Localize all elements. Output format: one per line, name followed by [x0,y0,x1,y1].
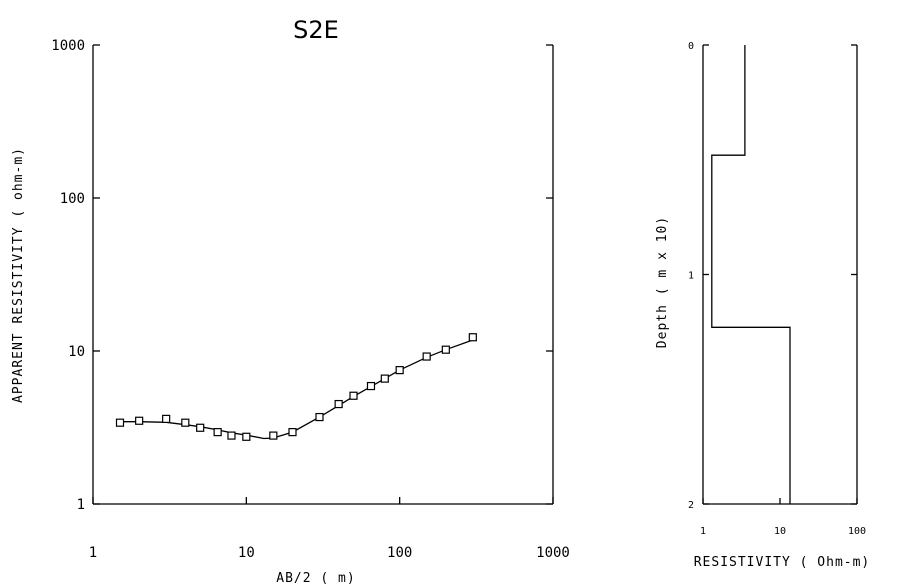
data-point [115,418,125,427]
data-point [366,381,376,391]
sounding-curve-panel: S2E 1 10 100 1000 1 10 100 1000 AB/2 ( m) APPA… [11,16,570,585]
depth-tick-label: 0 [688,41,694,52]
data-point [422,352,431,361]
depth-tick-label: 1 [688,271,694,282]
model-fit-line [120,339,474,440]
y-tick-label: 10 [68,344,85,360]
y-tick-label: 1000 [51,38,85,54]
x-tick-label: 1 [89,545,97,561]
data-point [334,399,343,409]
data-point [181,418,190,427]
x-tick-label: 100 [387,545,412,561]
res-x-tick-label: 1 [700,526,706,537]
data-point [395,366,404,375]
data-point [349,391,358,400]
data-point [227,431,236,440]
resistivity-axis-label: RESISTIVITY ( Ohm-m) [694,555,871,570]
data-point [441,345,450,354]
x-tick-label: 1000 [536,545,570,561]
res-x-tick-label: 100 [848,526,866,537]
depth-axis-label: Depth ( m x 10) [655,216,670,348]
y-tick-label: 100 [60,191,85,207]
x-axis-label: AB/2 ( m) [276,571,355,585]
y-axis-label: APPARENT RESISTIVITY ( ohm-m) [11,147,26,403]
data-point [135,416,144,425]
data-point [380,374,389,383]
data-point [288,428,297,437]
y-tick-label: 1 [77,497,85,513]
data-point [468,333,477,342]
layer-model-panel: 1 10 100 0 1 2 RESISTIVITY ( Ohm-m) Depth ( … [655,41,871,570]
x-tick-label: 10 [238,545,255,561]
data-point [269,431,278,440]
data-point [162,414,171,423]
data-point [242,432,251,441]
chart-title: S2E [293,16,339,44]
layer-model-line [711,45,791,504]
res-x-tick-label: 10 [774,526,786,537]
depth-tick-label: 2 [688,500,694,511]
data-point [213,428,222,437]
data-point [196,423,205,432]
data-point [315,412,324,422]
